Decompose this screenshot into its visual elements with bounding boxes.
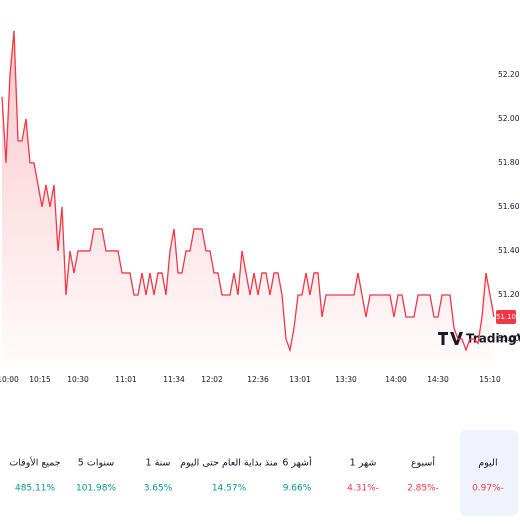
- x-tick-label: 12:36: [247, 375, 269, 384]
- price-box: [496, 309, 516, 324]
- x-tick-label: 15:10: [479, 375, 501, 384]
- area-fill: [2, 30, 494, 361]
- selected-tab-bg: [460, 430, 518, 516]
- period-label: 5 سنوات: [78, 458, 114, 469]
- period-label: 1 شهر: [350, 458, 377, 469]
- period-change: 4.31%-: [347, 484, 379, 494]
- x-tick-label: 10:00: [0, 375, 19, 384]
- period-change: 101.98%: [76, 484, 116, 494]
- y-tick-label: 51.00: [498, 334, 520, 343]
- x-tick-label: 12:02: [201, 375, 223, 384]
- x-tick-label: 14:00: [385, 375, 407, 384]
- x-tick-label: 11:01: [115, 375, 137, 384]
- period-label: منذ بداية العام حتى اليوم: [180, 458, 278, 469]
- period-label: 6 أشهر: [282, 456, 312, 469]
- period-change: 14.57%: [212, 484, 247, 494]
- price-line: [1, 30, 495, 353]
- period-change: 2.85%-: [407, 484, 439, 494]
- y-tick-label: 51.80: [498, 158, 520, 167]
- x-tick-label: 14:30: [427, 375, 449, 384]
- period-label: جميع الأوقات: [9, 457, 60, 469]
- period-label: 1 سنة: [146, 458, 171, 469]
- x-tick-label: 10:15: [29, 375, 51, 384]
- x-tick-label: 11:34: [163, 375, 185, 384]
- period-change: 0.97%-: [472, 484, 504, 494]
- period-label: اليوم: [478, 458, 497, 469]
- y-tick-label: 52.20: [498, 70, 520, 79]
- y-tick-label: 51.20: [498, 290, 520, 299]
- price-label: 51.10: [496, 313, 516, 321]
- y-tick-label: 52.00: [498, 114, 520, 123]
- period-label: أسبوع: [411, 456, 435, 469]
- period-change: 485.11%: [15, 484, 55, 494]
- x-tick-label: 13:01: [289, 375, 311, 384]
- y-tick-label: 51.40: [498, 246, 520, 255]
- x-tick-label: 13:30: [335, 375, 357, 384]
- x-tick-label: 10:30: [67, 375, 89, 384]
- y-tick-label: 51.60: [498, 202, 520, 211]
- period-change: 3.65%: [144, 484, 173, 494]
- period-change: 9.66%: [283, 484, 312, 494]
